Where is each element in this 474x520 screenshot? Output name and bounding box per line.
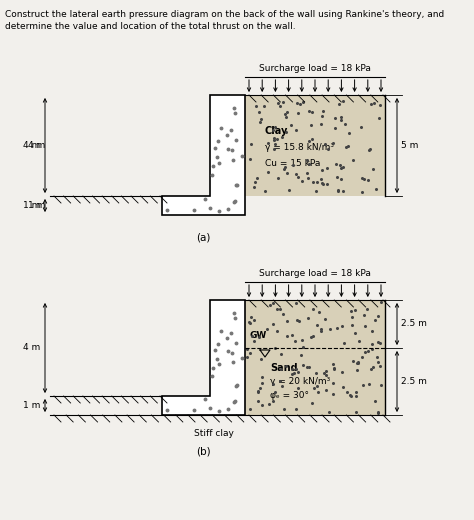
Text: 2.5 m: 2.5 m bbox=[401, 319, 427, 329]
Text: 1 m: 1 m bbox=[27, 201, 45, 210]
Text: 4 m: 4 m bbox=[23, 344, 40, 353]
Text: Clay: Clay bbox=[265, 125, 288, 136]
Text: φₑ = 30°: φₑ = 30° bbox=[270, 392, 309, 400]
Text: determine the value and location of the total thrust on the wall.: determine the value and location of the … bbox=[5, 22, 296, 31]
Text: 1 m: 1 m bbox=[23, 201, 40, 210]
Text: Surcharge load = 18 kPa: Surcharge load = 18 kPa bbox=[259, 64, 371, 73]
Polygon shape bbox=[162, 300, 245, 415]
Text: 1 m: 1 m bbox=[23, 401, 40, 410]
Polygon shape bbox=[245, 300, 385, 415]
Text: Sand: Sand bbox=[270, 363, 298, 373]
Polygon shape bbox=[162, 95, 245, 215]
Text: 2.5 m: 2.5 m bbox=[401, 377, 427, 386]
Text: Surcharge load = 18 kPa: Surcharge load = 18 kPa bbox=[259, 269, 371, 278]
Polygon shape bbox=[245, 95, 385, 196]
Text: Stiff clay: Stiff clay bbox=[193, 429, 233, 438]
Text: GW: GW bbox=[250, 332, 267, 341]
Text: (a): (a) bbox=[196, 233, 210, 243]
Text: γ = 20 kN/m³: γ = 20 kN/m³ bbox=[270, 378, 330, 386]
Text: 4 m: 4 m bbox=[28, 141, 45, 150]
Text: γ = 15.8 kN/m³: γ = 15.8 kN/m³ bbox=[265, 143, 334, 152]
Text: Cu = 15 kPa: Cu = 15 kPa bbox=[265, 159, 320, 168]
Text: 4 m: 4 m bbox=[23, 141, 40, 150]
Text: 5 m: 5 m bbox=[401, 141, 419, 150]
Text: Construct the lateral earth pressure diagram on the back of the wall using Ranki: Construct the lateral earth pressure dia… bbox=[5, 10, 444, 19]
Text: (b): (b) bbox=[196, 447, 211, 457]
